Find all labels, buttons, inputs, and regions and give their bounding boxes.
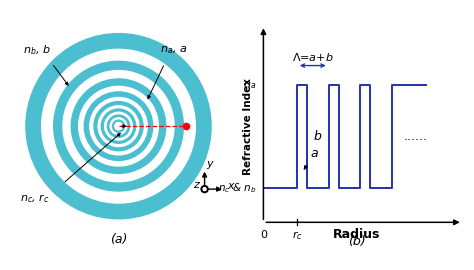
Text: Radius: Radius: [333, 228, 380, 241]
Text: (a): (a): [110, 233, 127, 246]
Circle shape: [63, 71, 174, 182]
Text: $r_c$: $r_c$: [292, 230, 302, 242]
Circle shape: [101, 109, 136, 143]
Circle shape: [90, 97, 147, 155]
Text: $n_b$, $b$: $n_b$, $b$: [23, 43, 51, 57]
Circle shape: [108, 115, 129, 137]
Text: $b$: $b$: [313, 129, 322, 143]
Circle shape: [115, 123, 122, 130]
Circle shape: [105, 112, 132, 140]
Circle shape: [26, 33, 211, 219]
Text: $\Lambda$=a+b: $\Lambda$=a+b: [292, 51, 334, 63]
Text: Refractive Index: Refractive Index: [243, 78, 253, 175]
Text: ......: ......: [404, 130, 428, 143]
Circle shape: [98, 106, 139, 147]
Text: x: x: [227, 181, 234, 191]
Circle shape: [110, 118, 127, 134]
Text: y: y: [206, 159, 212, 169]
Text: $n_a$: $n_a$: [243, 79, 256, 90]
Circle shape: [42, 49, 195, 203]
Circle shape: [203, 188, 206, 191]
Circle shape: [94, 102, 143, 151]
Text: (b): (b): [348, 235, 365, 248]
Circle shape: [71, 79, 166, 173]
Text: 0: 0: [260, 230, 267, 239]
Circle shape: [201, 185, 208, 193]
Circle shape: [112, 120, 125, 132]
Text: $a$: $a$: [304, 147, 319, 169]
Circle shape: [84, 92, 153, 160]
Text: z: z: [193, 180, 199, 190]
Circle shape: [79, 86, 158, 166]
Text: $n_a$, $a$: $n_a$, $a$: [160, 44, 188, 56]
Circle shape: [54, 61, 183, 191]
Text: $n_c$ & $n_b$: $n_c$ & $n_b$: [218, 181, 256, 195]
Text: $n_c$, $r_c$: $n_c$, $r_c$: [20, 192, 50, 205]
